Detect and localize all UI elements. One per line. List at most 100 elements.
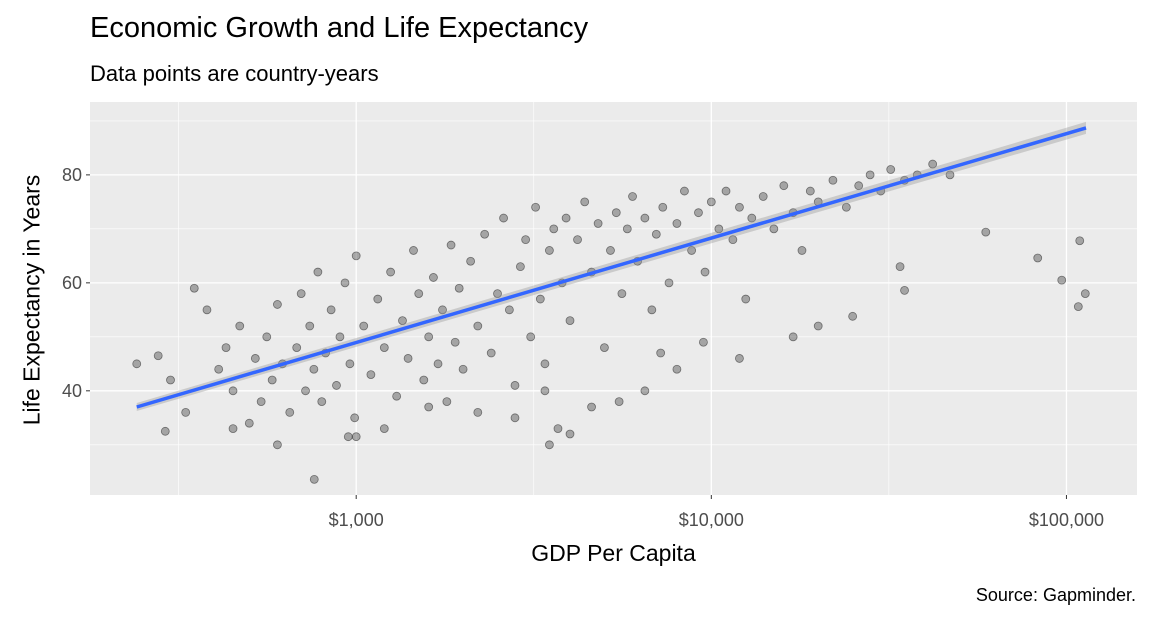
data-point xyxy=(516,262,525,272)
data-point xyxy=(687,246,697,255)
data-point xyxy=(841,202,851,212)
data-point xyxy=(332,381,341,390)
data-point xyxy=(565,429,575,439)
data-point xyxy=(565,316,575,326)
data-point xyxy=(587,402,596,412)
data-point xyxy=(580,197,590,207)
data-point xyxy=(480,229,490,239)
data-point xyxy=(622,224,632,234)
data-point xyxy=(350,413,360,423)
data-point xyxy=(296,289,306,299)
data-point xyxy=(545,246,554,255)
data-point xyxy=(379,424,389,434)
data-point xyxy=(309,474,319,484)
data-point xyxy=(886,165,896,174)
data-point xyxy=(473,321,483,331)
y-tick-label: 40 xyxy=(62,381,82,401)
data-point xyxy=(326,305,336,315)
data-point xyxy=(160,426,170,436)
data-point xyxy=(256,397,266,407)
data-point xyxy=(526,332,536,342)
data-point xyxy=(1080,289,1090,299)
data-point xyxy=(714,224,724,234)
x-axis-label: GDP Per Capita xyxy=(531,540,696,566)
data-point xyxy=(429,273,438,282)
data-point xyxy=(813,321,823,331)
data-point xyxy=(553,424,563,434)
data-point xyxy=(531,202,540,212)
data-point xyxy=(250,354,260,363)
y-tick-label: 60 xyxy=(62,273,82,293)
x-tick-label: $100,000 xyxy=(1029,510,1104,530)
data-point xyxy=(285,408,295,417)
data-point xyxy=(433,359,443,369)
data-point xyxy=(273,440,282,450)
data-point xyxy=(228,386,238,396)
data-point xyxy=(706,197,716,207)
data-point xyxy=(779,181,789,191)
data-point xyxy=(379,343,389,353)
data-point xyxy=(132,359,142,369)
data-point xyxy=(153,351,163,361)
data-point xyxy=(611,208,621,218)
data-point xyxy=(202,305,212,315)
data-point xyxy=(945,170,955,180)
data-point xyxy=(664,278,674,288)
y-axis-label: Life Expectancy in Years xyxy=(18,174,45,426)
data-point xyxy=(606,246,615,255)
data-point xyxy=(769,224,779,234)
data-point xyxy=(214,364,224,374)
data-point xyxy=(735,354,744,363)
data-point xyxy=(454,283,464,293)
data-point xyxy=(301,386,310,396)
data-point xyxy=(450,337,460,347)
data-point xyxy=(386,267,396,277)
data-point xyxy=(486,348,496,358)
data-point xyxy=(741,294,751,304)
data-point xyxy=(854,181,864,191)
data-point xyxy=(351,432,361,442)
data-point xyxy=(1033,253,1043,263)
data-point xyxy=(305,321,315,331)
data-point xyxy=(510,413,520,423)
y-tick-label: 80 xyxy=(62,165,82,185)
data-point xyxy=(561,213,571,223)
data-point xyxy=(540,359,550,369)
data-point xyxy=(640,386,650,396)
data-point xyxy=(235,321,245,331)
chart-subtitle: Data points are country-years xyxy=(90,61,379,86)
data-point xyxy=(672,364,682,374)
x-tick-label: $1,000 xyxy=(329,510,384,530)
data-point xyxy=(292,343,302,353)
data-point xyxy=(244,418,254,428)
data-point xyxy=(848,311,858,321)
data-point xyxy=(313,267,323,277)
data-point xyxy=(828,175,838,185)
data-point xyxy=(414,289,424,299)
data-point xyxy=(521,235,531,245)
data-point xyxy=(403,354,413,363)
data-point xyxy=(510,381,520,390)
data-point xyxy=(614,397,624,407)
data-point xyxy=(398,316,407,326)
data-point xyxy=(442,397,452,407)
data-point xyxy=(928,159,938,169)
data-point xyxy=(466,256,476,266)
data-point xyxy=(640,213,650,223)
data-point xyxy=(340,278,350,288)
data-point xyxy=(628,192,637,201)
caption: Source: Gapminder. xyxy=(975,585,1136,605)
data-point xyxy=(273,300,282,309)
data-point xyxy=(392,391,402,401)
data-point xyxy=(656,348,666,358)
data-point xyxy=(545,440,554,450)
data-point xyxy=(228,424,238,434)
data-point xyxy=(438,305,447,315)
data-point xyxy=(747,213,757,223)
data-point xyxy=(900,286,909,295)
data-point xyxy=(473,408,483,417)
data-point xyxy=(797,246,807,255)
data-point xyxy=(373,294,383,304)
data-point xyxy=(865,170,875,180)
